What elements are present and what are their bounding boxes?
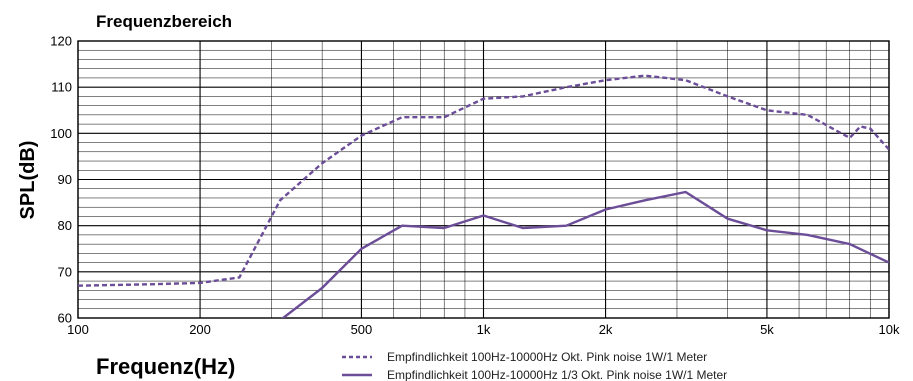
y-tick-label: 100 xyxy=(50,126,72,141)
chart-legend: Empfindlichkeit 100Hz-10000Hz Okt. Pink … xyxy=(342,350,727,381)
legend-label: Empfindlichkeit 100Hz-10000Hz Okt. Pink … xyxy=(387,350,707,364)
x-tick-labels: 100 200 500 1k 2k 5k 10k xyxy=(67,322,900,337)
chart-series xyxy=(78,74,889,318)
y-tick-label: 110 xyxy=(51,80,72,95)
y-tick-label: 60 xyxy=(58,311,72,326)
x-tick-label: 200 xyxy=(189,322,211,337)
legend-label: Empfindlichkeit 100Hz-10000Hz 1/3 Okt. P… xyxy=(387,368,727,381)
plot-frame xyxy=(77,40,890,319)
series-line-octave xyxy=(78,74,889,287)
x-tick-label: 100 xyxy=(67,322,89,337)
y-tick-label: 80 xyxy=(58,218,72,233)
y-tick-labels: 60 70 80 90 100 110 120 xyxy=(50,34,72,326)
y-tick-label: 70 xyxy=(58,264,72,279)
x-tick-label: 10k xyxy=(879,322,900,337)
x-tick-label: 1k xyxy=(477,322,491,337)
x-tick-label: 2k xyxy=(599,322,613,337)
y-tick-label: 90 xyxy=(58,172,72,187)
x-axis-label: Frequenz(Hz) xyxy=(96,354,235,379)
x-tick-label: 5k xyxy=(760,322,774,337)
chart-title: Frequenzbereich xyxy=(96,12,232,31)
y-axis-label: SPL(dB) xyxy=(17,141,39,220)
y-tick-label: 120 xyxy=(50,34,72,49)
chart-grid xyxy=(77,40,890,319)
series-line-third-octave xyxy=(281,190,889,318)
x-tick-label: 500 xyxy=(351,322,373,337)
